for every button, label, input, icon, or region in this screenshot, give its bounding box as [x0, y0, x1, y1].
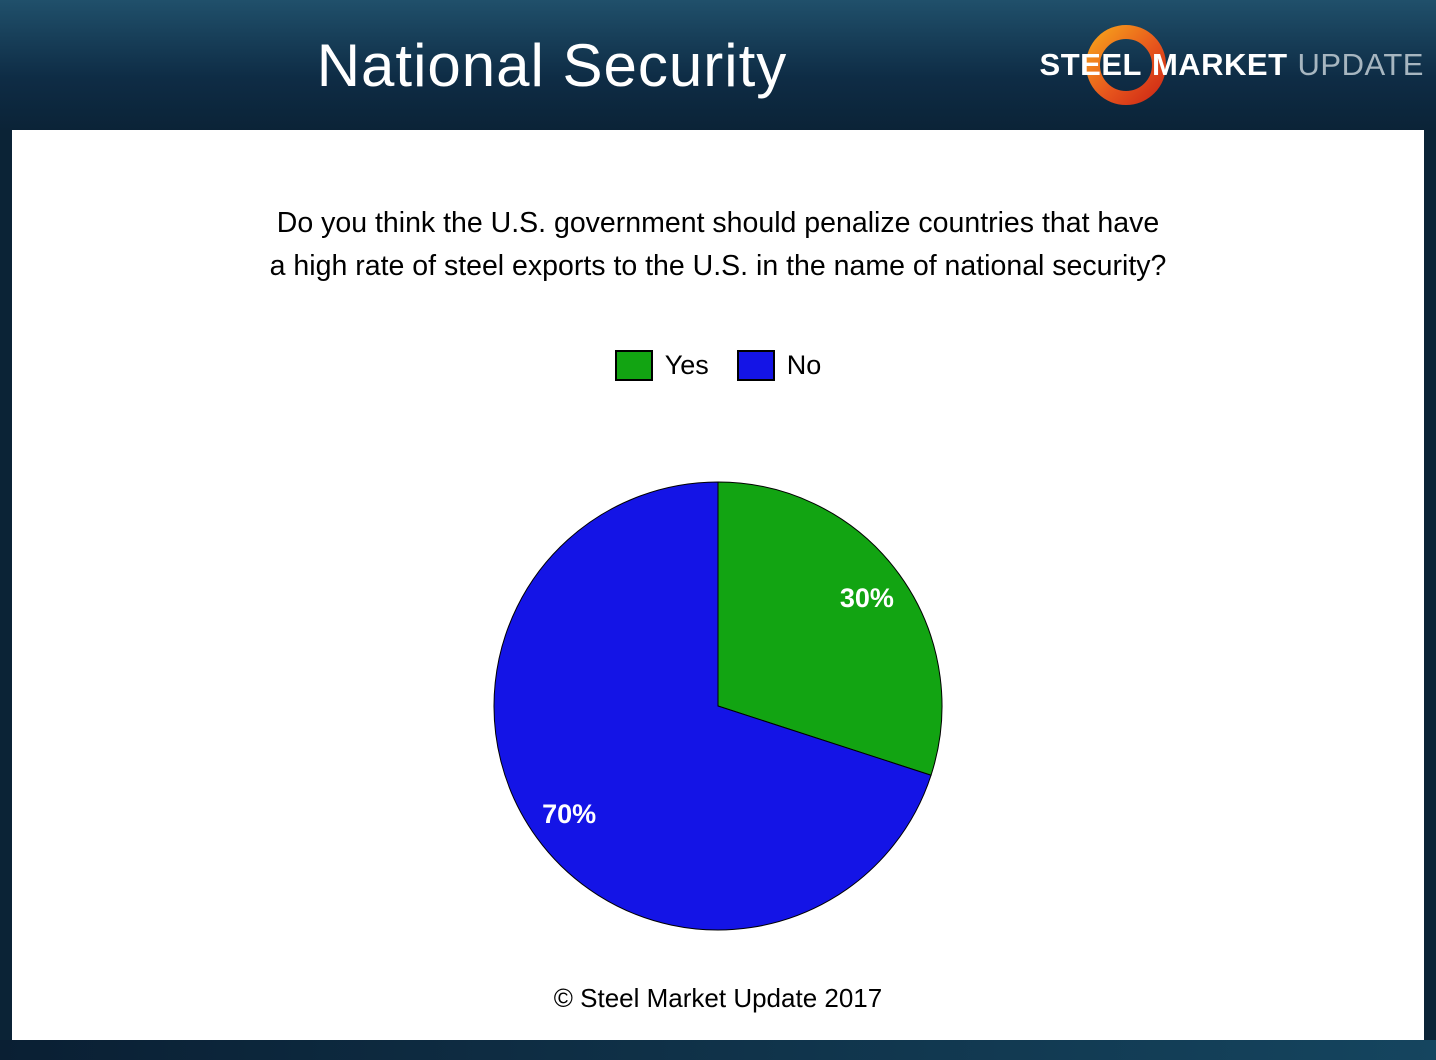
- pie-chart: 30% 70%: [12, 475, 1424, 937]
- slide-header: National Security STEEL MARKET UPDATE: [0, 0, 1436, 130]
- question-line-2: a high rate of steel exports to the U.S.…: [269, 250, 1167, 282]
- bottom-bar: [0, 1040, 1436, 1060]
- legend-swatch-no: [736, 350, 775, 381]
- pie-data-label-yes: 30%: [840, 583, 894, 613]
- legend-item-no: No: [736, 350, 822, 381]
- company-logo: STEEL MARKET UPDATE: [1040, 17, 1424, 113]
- title-area: National Security: [0, 0, 1104, 130]
- slide-content: Do you think the U.S. government should …: [12, 130, 1424, 1040]
- pie-chart-svg: 30% 70%: [493, 481, 943, 931]
- pie-slice-no: [493, 481, 932, 931]
- question-line-1: Do you think the U.S. government should …: [276, 207, 1160, 239]
- page-title: National Security: [316, 31, 788, 99]
- pie-data-label-no: 70%: [542, 799, 596, 829]
- logo-word-update: UPDATE: [1297, 47, 1424, 82]
- legend-swatch-yes: [614, 350, 653, 381]
- legend-item-yes: Yes: [614, 350, 709, 381]
- logo-swoosh-icon: [1085, 25, 1166, 105]
- logo-word-market: MARKET: [1151, 47, 1288, 82]
- chart-question: Do you think the U.S. government should …: [12, 202, 1424, 288]
- logo-word-steel: STEEL: [1039, 47, 1142, 82]
- chart-legend: Yes No: [12, 350, 1424, 381]
- legend-label-yes: Yes: [664, 350, 709, 380]
- pie-slice-yes: [717, 481, 943, 776]
- legend-label-no: No: [786, 350, 822, 380]
- copyright-text: © Steel Market Update 2017: [553, 983, 883, 1013]
